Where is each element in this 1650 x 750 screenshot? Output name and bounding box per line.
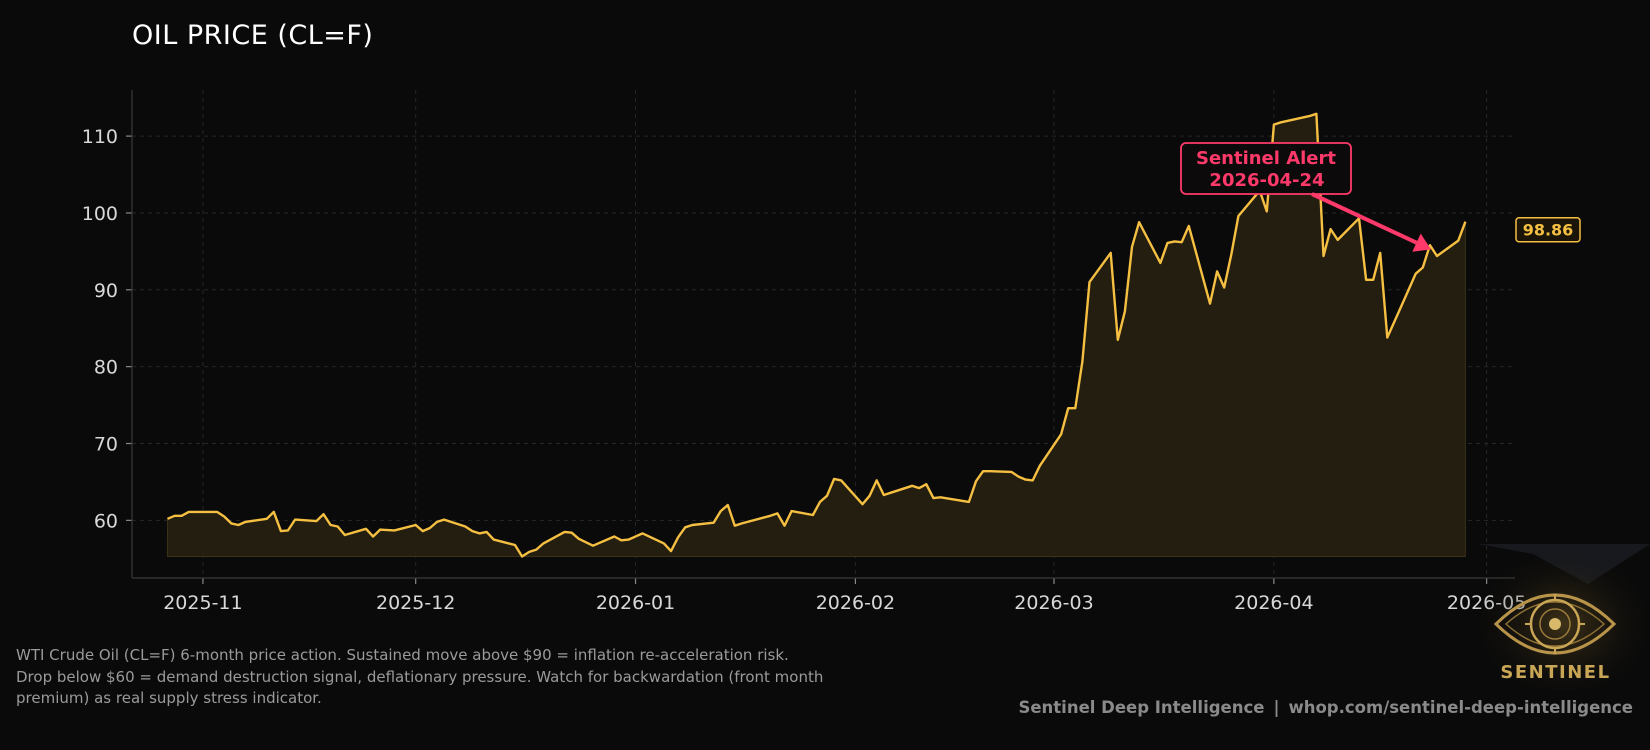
- chart-caption: WTI Crude Oil (CL=F) 6-month price actio…: [16, 645, 896, 710]
- axes: [126, 90, 1515, 584]
- price-line: [167, 112, 1467, 558]
- alert-arrow-head: [1412, 233, 1431, 252]
- footer-credit: Sentinel Deep Intelligence | whop.com/sent…: [1018, 698, 1633, 717]
- y-tick-label: 110: [82, 126, 118, 148]
- x-tick-label: 2025-12: [376, 592, 455, 614]
- y-tick-label: 80: [94, 357, 118, 379]
- y-tick-label: 60: [94, 510, 118, 532]
- x-tick-label: 2026-04: [1234, 592, 1313, 614]
- last-value-label: 98.86: [1523, 221, 1574, 240]
- series-area: [166, 112, 1467, 558]
- footer-separator: |: [1273, 698, 1280, 717]
- footer-brand: Sentinel Deep Intelligence: [1018, 698, 1265, 717]
- x-tick-label: 2025-11: [163, 592, 242, 614]
- eye-logo-icon: [1478, 544, 1650, 690]
- chart-title: OIL PRICE (CL=F): [132, 20, 374, 51]
- alert-text: 2026-04-24: [1209, 170, 1324, 191]
- y-tick-label: 90: [94, 280, 118, 302]
- alert-arrow-shaft: [1311, 192, 1418, 245]
- y-tick-label: 70: [94, 434, 118, 456]
- caption-line: Drop below $60 = demand destruction sign…: [16, 667, 824, 686]
- alert-text: Sentinel Alert: [1196, 148, 1336, 169]
- x-tick-label: 2026-01: [596, 592, 675, 614]
- sentinel-logo: SENTINEL: [1478, 544, 1650, 690]
- x-tick-label: 2026-02: [816, 592, 895, 614]
- caption-line: WTI Crude Oil (CL=F) 6-month price actio…: [16, 646, 789, 664]
- last-value-badge: [1515, 216, 1581, 243]
- footer-link[interactable]: whop.com/sentinel-deep-intelligence: [1288, 698, 1633, 717]
- caption-line: premium) as real supply stress indicator…: [16, 689, 322, 707]
- y-tick-label: 100: [82, 203, 118, 225]
- logo-text: SENTINEL: [1500, 662, 1611, 683]
- alert-box: [1180, 142, 1352, 195]
- x-tick-label: 2026-03: [1014, 592, 1093, 614]
